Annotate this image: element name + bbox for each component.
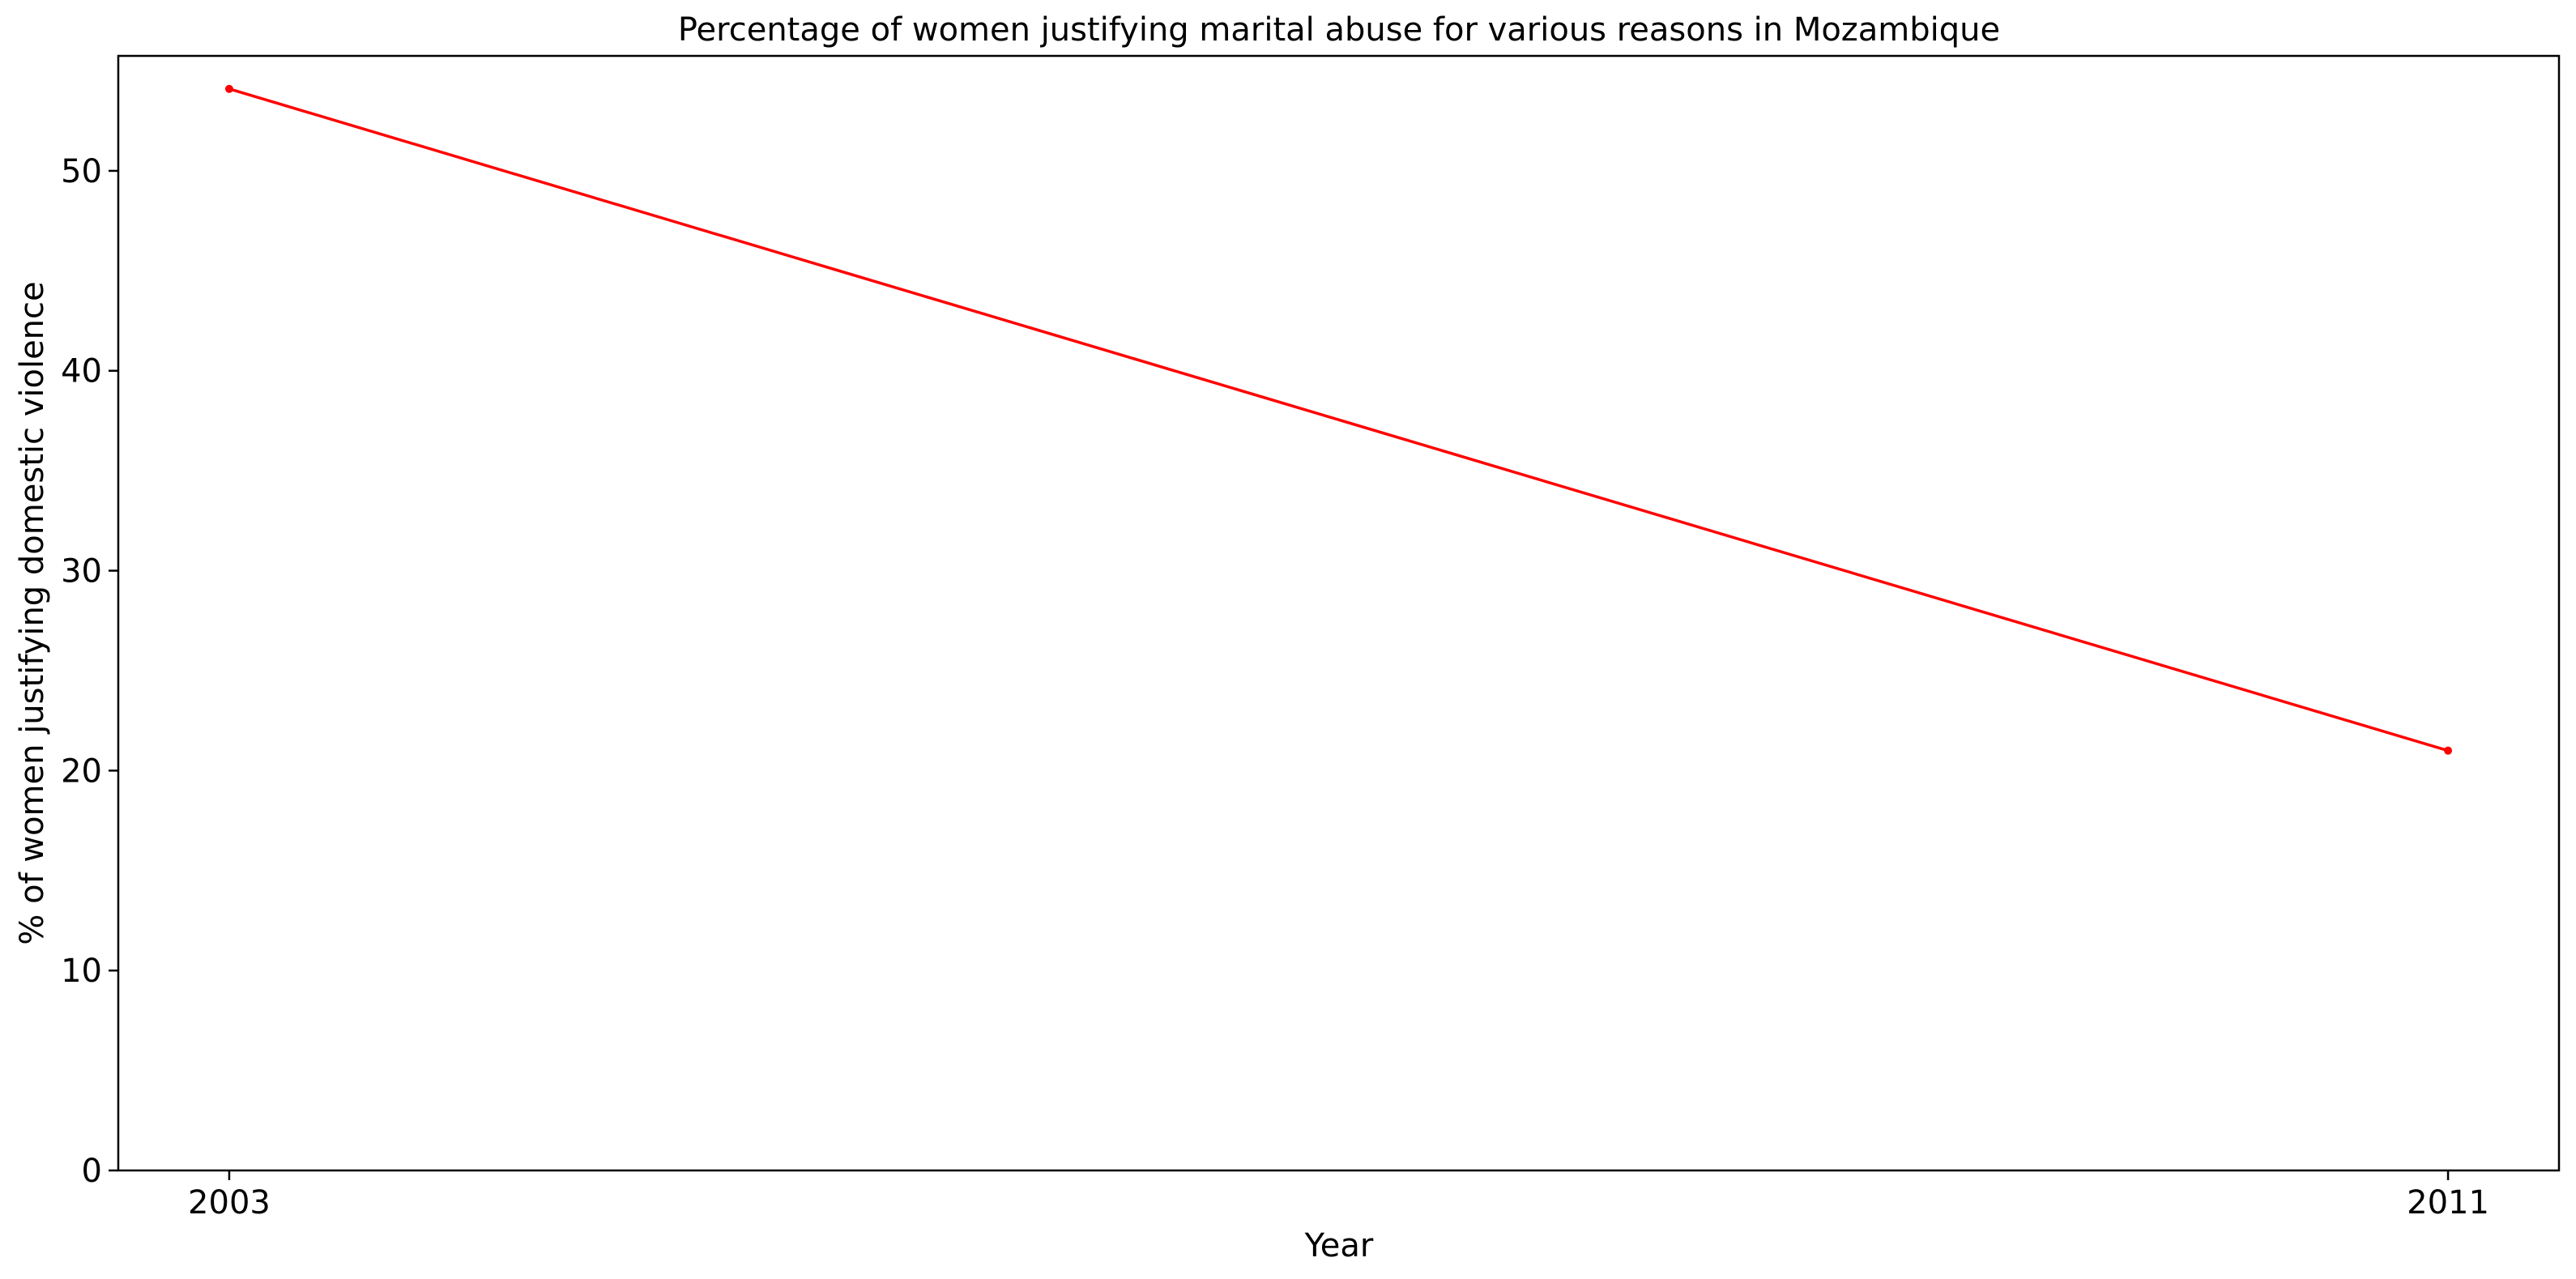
plot-frame (117, 54, 2561, 1172)
x-axis-ticks: 2003 2011 (188, 1170, 2489, 1221)
y-tick-label: 40 (61, 353, 102, 390)
x-tick-label: 2003 (188, 1184, 271, 1221)
y-tick-label: 10 (61, 953, 102, 990)
y-tick-label: 20 (61, 752, 102, 790)
y-tick-label: 0 (82, 1153, 102, 1190)
y-tick-label: 50 (61, 153, 102, 190)
data-point (224, 84, 233, 93)
series-layer (224, 84, 2453, 755)
x-axis-label: Year (1304, 1227, 1374, 1264)
y-tick-label: 30 (61, 553, 102, 590)
y-axis-label: % of women justifying domestic violence (14, 281, 51, 944)
y-axis-ticks: 0 10 20 30 40 50 (61, 153, 118, 1190)
series-line (228, 87, 2449, 752)
chart-title: Percentage of women justifying marital a… (678, 11, 2000, 49)
plot-area (117, 54, 2561, 1172)
x-tick-label: 2011 (2407, 1184, 2489, 1221)
data-point (2444, 746, 2453, 755)
